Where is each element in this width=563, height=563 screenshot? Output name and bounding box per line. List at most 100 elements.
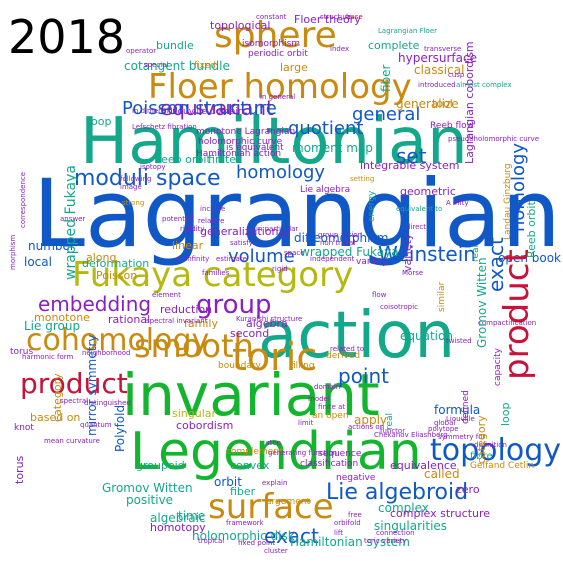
word-local: volume (228, 246, 295, 267)
word-correspondence: operator (126, 47, 157, 55)
word-independent: free (348, 511, 362, 519)
word-wall: rigid (272, 265, 288, 273)
word-framework: include (200, 205, 226, 213)
word-argument: fibre (470, 451, 493, 462)
word-action: action (258, 299, 455, 373)
word-foliation: domain (314, 383, 341, 391)
word-groupoid: classical (414, 63, 465, 77)
word-fiber-vertical: fiber (379, 64, 393, 93)
word-general: set (396, 144, 427, 168)
word-exact-vertical: exact (484, 237, 508, 292)
word-stop: correspondence (19, 171, 27, 228)
word-limit: connection (376, 529, 415, 537)
word-in-dimension: Kuranishi structure (236, 315, 303, 323)
word-proof: Lie (280, 231, 291, 239)
word-cobordism: bundle (156, 39, 194, 52)
word-symmetry-for: mean curvature (44, 437, 100, 445)
word-an-open: periodic orbit (248, 49, 308, 59)
word-ball: limit (298, 419, 314, 427)
word-isotopy: generating function (268, 449, 338, 457)
word-neighborhood: pseudoholomorphic curve (448, 135, 539, 143)
word-space: spectral invariant (146, 317, 208, 325)
word-apply: time (178, 509, 206, 523)
word-model: distinguished (84, 399, 131, 407)
word-singular: complete (368, 39, 420, 52)
word-pseudoholomorphic-curve: similar (437, 281, 447, 312)
word-embedding: group (196, 290, 272, 320)
word-spectral: A infty (446, 199, 469, 207)
word-coisotropic: relative (198, 217, 225, 225)
word-definition: cluster (264, 547, 288, 555)
word-bundle: called (424, 467, 460, 481)
word-related-to: fixed point (238, 539, 276, 547)
word-derived: along (86, 251, 117, 264)
word-transverse: variety (356, 257, 388, 267)
word-prove: independent (310, 255, 355, 263)
word-equivalence: homotopy (150, 521, 206, 534)
word-equation: wrapped Fukaya (300, 245, 399, 259)
word-liouville: framework (226, 519, 264, 527)
word-following: stop (266, 439, 282, 447)
word-rigidity: almost complex (456, 81, 512, 89)
word-invariance: finite at (318, 403, 346, 411)
word-sphere: sphere (214, 15, 337, 56)
word-singularities: formula (434, 403, 481, 417)
word-periodic-orbit: large (280, 61, 308, 74)
word-orbifold: definition (474, 441, 507, 449)
word-isomorphism: tool (432, 97, 453, 110)
word-finite: generalize (396, 97, 459, 111)
word-toric-variety: twisted (446, 337, 472, 345)
word-homotopy: singular (172, 407, 217, 420)
word-hamiltonian-action: complement (226, 447, 283, 457)
word-chekanov-eliashberg: harmonic form (22, 353, 74, 361)
word-kuranishi-structure: neighborhood (82, 349, 131, 357)
word-finite-at: at infinity (176, 255, 210, 263)
word-fixed-point: explain (262, 479, 288, 487)
word-compactification: rigidity (180, 225, 205, 233)
word-moment-map: general (352, 104, 421, 125)
word-in-particular: Lefschetz fibration (132, 123, 197, 131)
word-deformation: Lagrangian cobordism (463, 41, 476, 164)
word-generalization: cobordism (176, 419, 234, 432)
word-holomorphic-disk: Gromov Witten (102, 481, 193, 495)
word-tool: topological (210, 19, 271, 32)
word-non-trivial: orbifold (334, 519, 361, 527)
word-monotone: rational (108, 313, 151, 326)
word-lefschetz-fibration: Chekanov Eliashberg (374, 431, 448, 439)
word-introduced: index (330, 45, 350, 53)
word-flow: in general (260, 93, 296, 101)
word-poisson: reduction (160, 303, 213, 316)
word-liouville-domain: argument (266, 497, 311, 507)
word-harmonic-form: equivalent to (396, 205, 443, 213)
word-defined: an open (312, 411, 349, 421)
word-hypersurface: Hamiltonian system (290, 535, 410, 549)
word-algebra: based on (30, 411, 81, 424)
word-lie: element (152, 291, 181, 299)
word-direct: toric variety (364, 537, 407, 545)
word-morse: introduced (418, 81, 456, 89)
word-based-on: complex structure (390, 507, 491, 520)
word-distinguished: image (120, 183, 142, 191)
word-group-action: lift (334, 529, 343, 537)
word-free: Liouville (446, 415, 475, 423)
word-complete: apply (354, 413, 388, 427)
word-image: compactification (478, 319, 537, 327)
word-maslov: related to (330, 345, 365, 353)
word-generalize: singularities (374, 519, 448, 533)
word-cluster: potential (162, 215, 194, 223)
word-classical: holomorphic disk (192, 529, 295, 543)
word-cotangent-bundle: number (28, 239, 75, 253)
word-holomorphic-curve: boundary (218, 361, 261, 371)
word-legendrian: Legendrian (130, 422, 422, 482)
word-rigid: cusp (448, 71, 465, 79)
word-theorem: actions on (348, 423, 385, 431)
word-at-infinity: isotopy (140, 163, 166, 171)
word-rational: convex (230, 459, 270, 472)
word-real-vertical: variety (401, 233, 414, 272)
word-volume: quotient (288, 118, 364, 139)
word-open-book: positive (126, 493, 174, 507)
word-hamiltonian-system: orbit (214, 475, 242, 489)
word-number: homology (236, 162, 326, 183)
word-category-vertical: category (475, 415, 488, 464)
word-calabi: in particular (256, 225, 299, 233)
